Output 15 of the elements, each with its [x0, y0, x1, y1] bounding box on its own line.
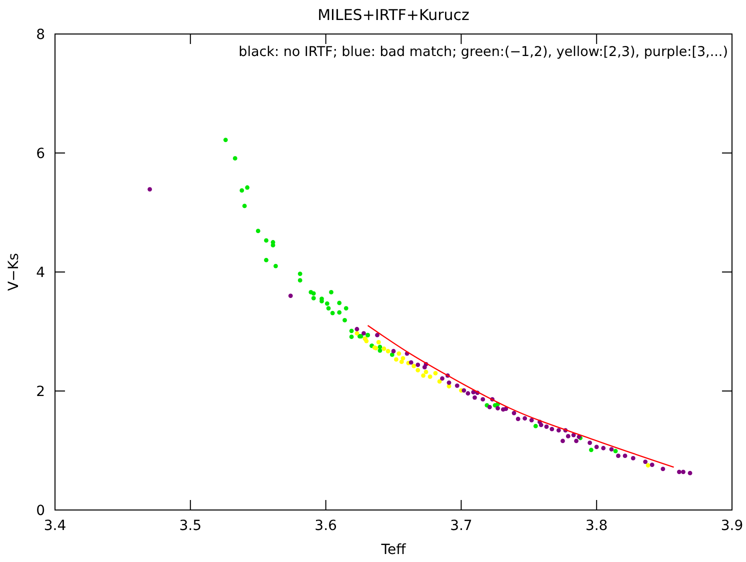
x-tick-label: 3.9 — [720, 518, 744, 534]
annotation: black: no IRTF; blue: bad match; green:(−1,2), yellow:[2,3), purple:[3,...) — [238, 44, 728, 60]
y-tick-label: 8 — [36, 27, 45, 43]
chart-title: MILES+IRTF+Kurucz — [318, 6, 470, 24]
y-tick-label: 6 — [36, 146, 46, 162]
y-axis-title: V−Ks — [6, 253, 22, 291]
y-tick-label: 0 — [36, 503, 45, 519]
x-tick-label: 3.5 — [179, 518, 202, 534]
x-axis-title: Teff — [380, 542, 406, 558]
y-tick-label: 2 — [36, 384, 45, 400]
y-tick-label: 4 — [36, 265, 46, 281]
x-tick-label: 3.8 — [585, 518, 608, 534]
x-tick-label: 3.6 — [314, 518, 338, 534]
x-tick-label: 3.4 — [44, 518, 66, 534]
x-tick-label: 3.7 — [450, 518, 472, 534]
